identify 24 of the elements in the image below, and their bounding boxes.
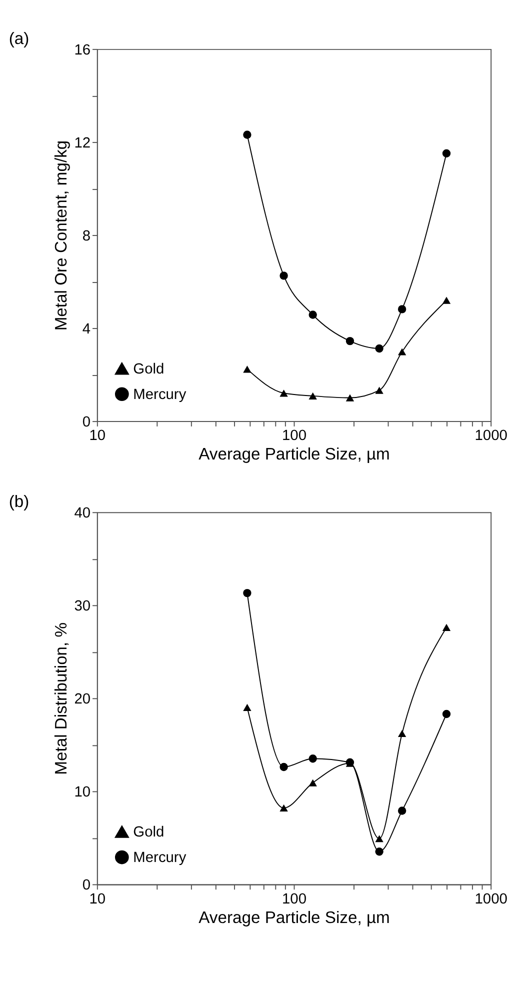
x-tick-label: 1000 xyxy=(474,891,508,908)
y-tick-label: 40 xyxy=(74,506,91,522)
legend-label: Mercury xyxy=(133,850,187,866)
y-tick-label: 8 xyxy=(82,228,91,244)
chart-title: (b) xyxy=(8,492,30,512)
y-tick-label: 4 xyxy=(82,321,91,338)
y-tick-label: 20 xyxy=(74,692,91,708)
y-tick-label: 30 xyxy=(74,598,91,615)
y-axis-title: Metal Ore Content, mg/kg xyxy=(51,140,70,331)
legend-label: Gold xyxy=(133,362,164,378)
x-tick-label: 1000 xyxy=(474,428,508,444)
x-axis-title: Average Particle Size, µm xyxy=(198,908,390,927)
y-tick-label: 10 xyxy=(74,784,91,801)
x-tick-label: 100 xyxy=(282,891,306,908)
x-axis-title: Average Particle Size, µm xyxy=(198,444,390,464)
y-tick-label: 16 xyxy=(74,42,91,58)
y-tick-label: 12 xyxy=(74,135,91,152)
legend-label: Gold xyxy=(133,824,164,841)
y-tick-label: 0 xyxy=(82,414,91,430)
chart-title: (a) xyxy=(8,29,30,48)
legend-label: Mercury xyxy=(133,387,187,404)
y-axis-title: Metal Distribution, % xyxy=(51,622,70,775)
x-tick-label: 100 xyxy=(282,428,306,444)
y-tick-label: 0 xyxy=(82,878,91,894)
